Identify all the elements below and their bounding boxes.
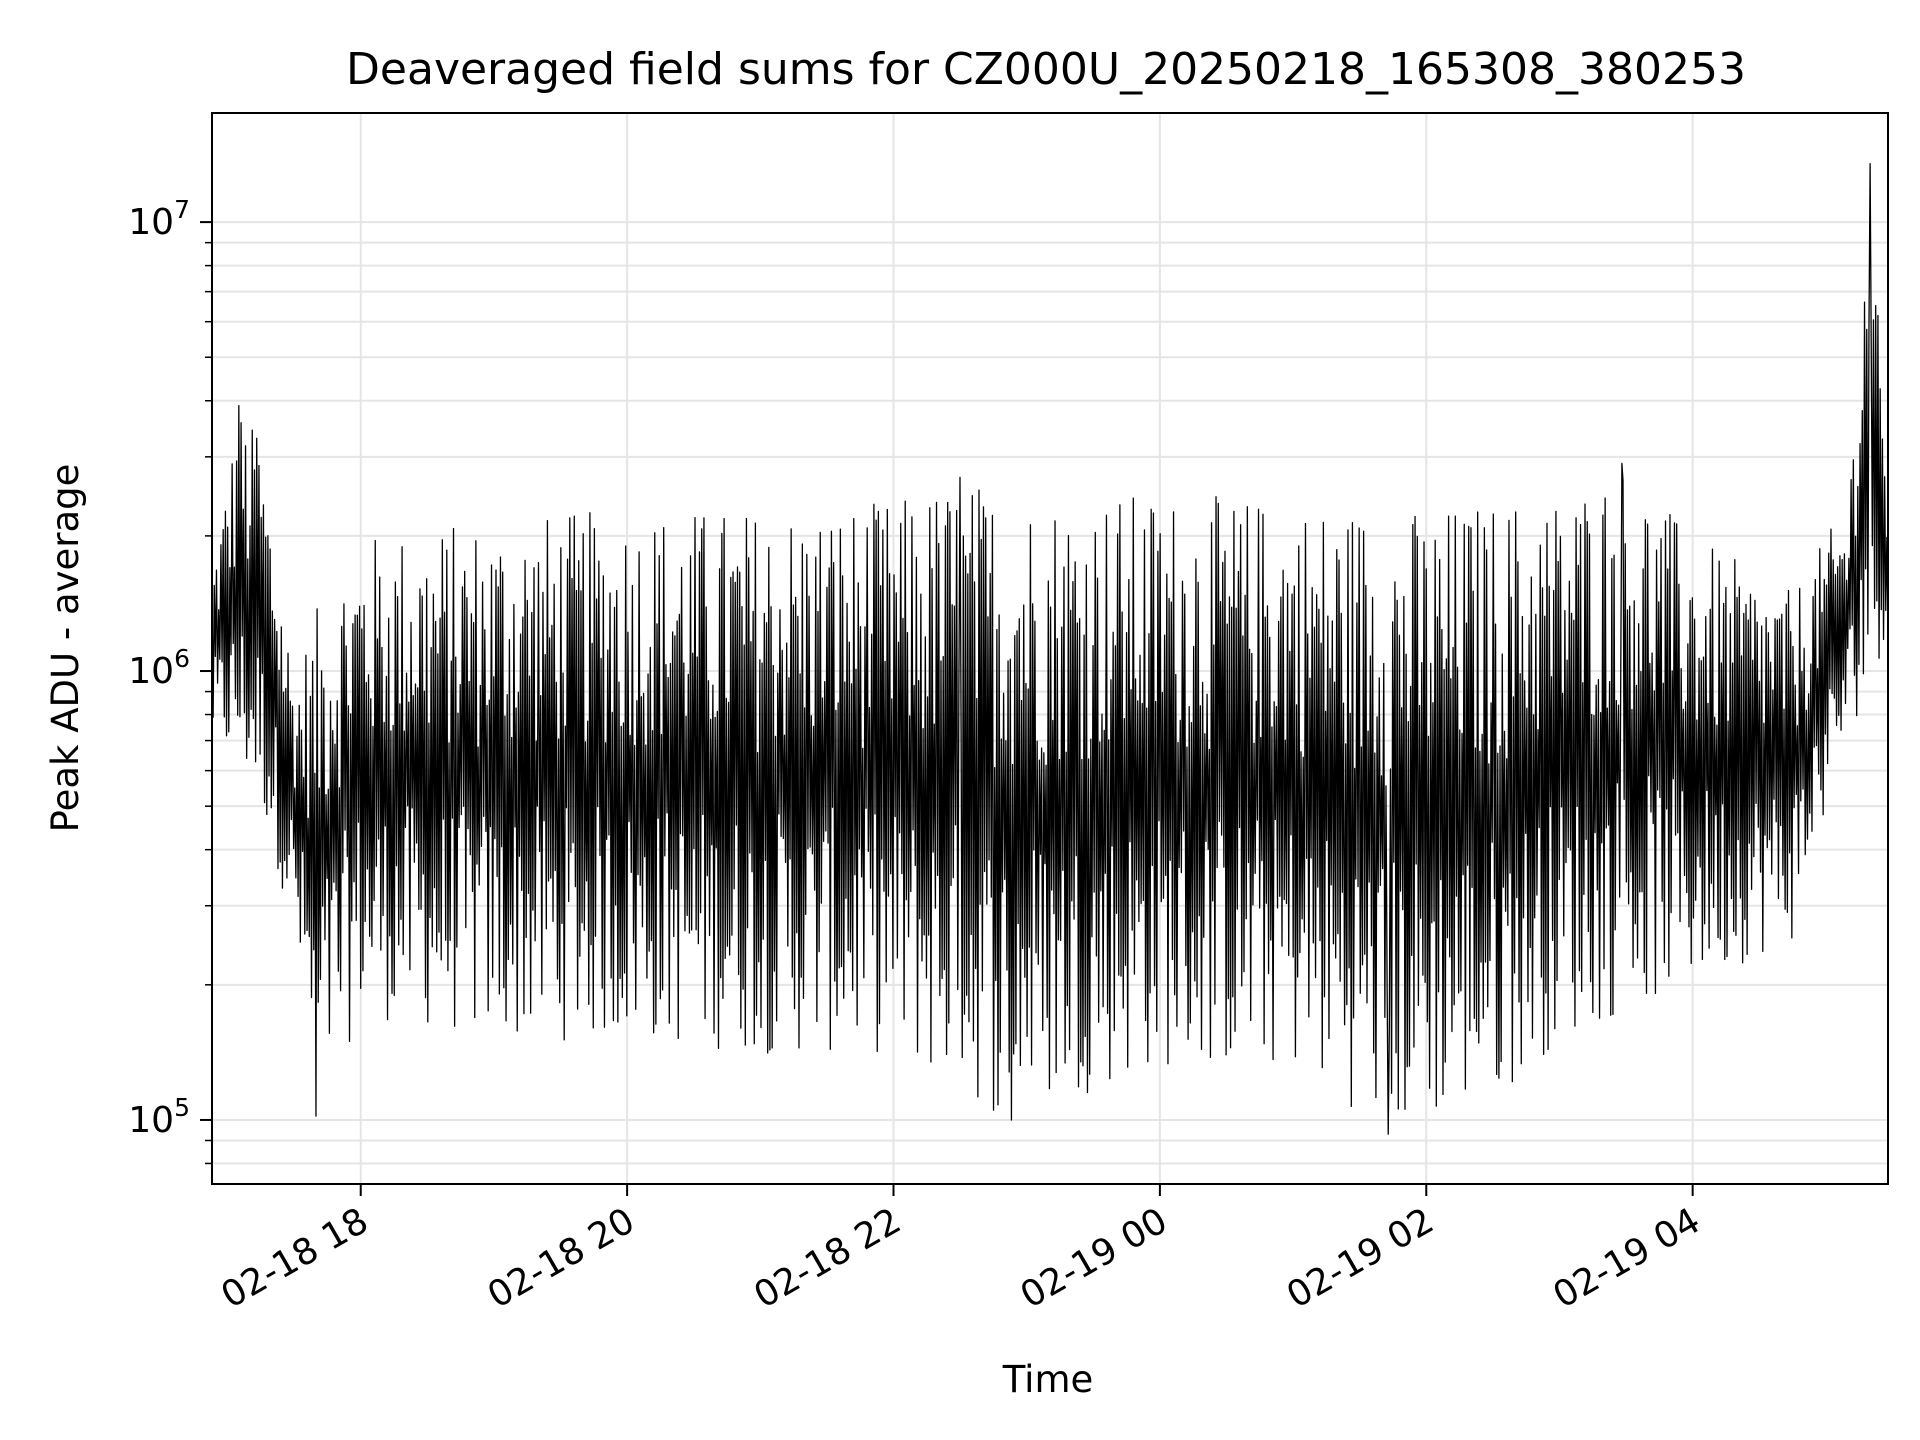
chart-title: Deaveraged field sums for CZ000U_2025021… (346, 44, 1746, 95)
y-tick-label: 105 (128, 1093, 190, 1141)
x-axis-title: Time (1002, 1358, 1094, 1401)
y-tick-label: 106 (128, 644, 190, 692)
series-path (211, 162, 1889, 1135)
y-tick-label: 107 (128, 195, 190, 243)
y-axis-title: Peak ADU - average (44, 464, 87, 833)
y-axis: 105 106 107 (128, 195, 212, 1165)
series-line (211, 162, 1889, 1135)
plot-frame (211, 112, 1889, 1185)
